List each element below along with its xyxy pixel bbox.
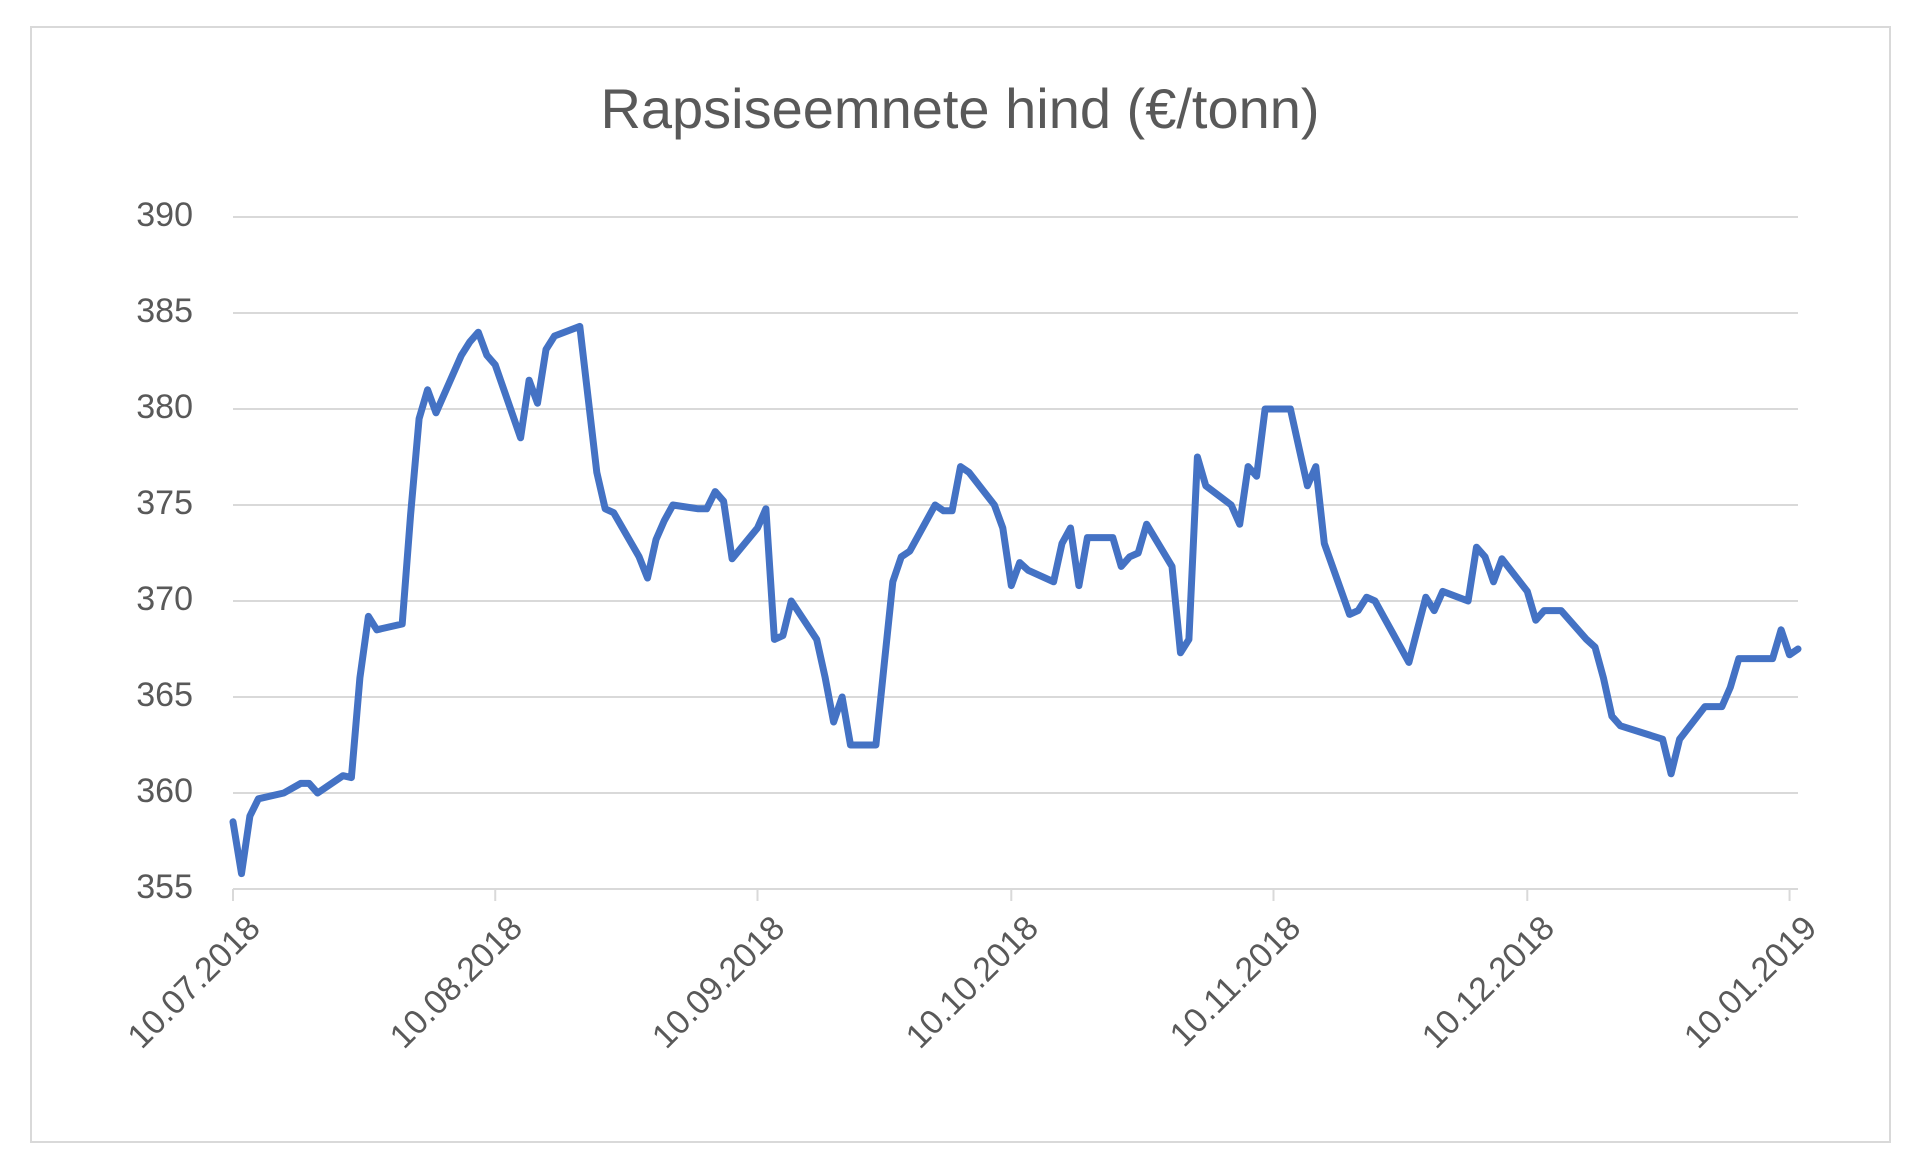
line — [229, 322, 1802, 878]
y-tick-label: 385 — [136, 292, 193, 330]
y-tick-label: 360 — [136, 772, 193, 810]
y-tick-label: 370 — [136, 580, 193, 618]
y-tick-label: 355 — [136, 868, 193, 906]
y-tick-label: 390 — [136, 196, 193, 234]
chart-border — [30, 26, 1891, 1143]
y-tick-label: 375 — [136, 484, 193, 522]
y-tick-label: 380 — [136, 388, 193, 426]
chart-title: Rapsiseemnete hind (€/tonn) — [600, 77, 1319, 140]
y-tick-label: 365 — [136, 676, 193, 714]
